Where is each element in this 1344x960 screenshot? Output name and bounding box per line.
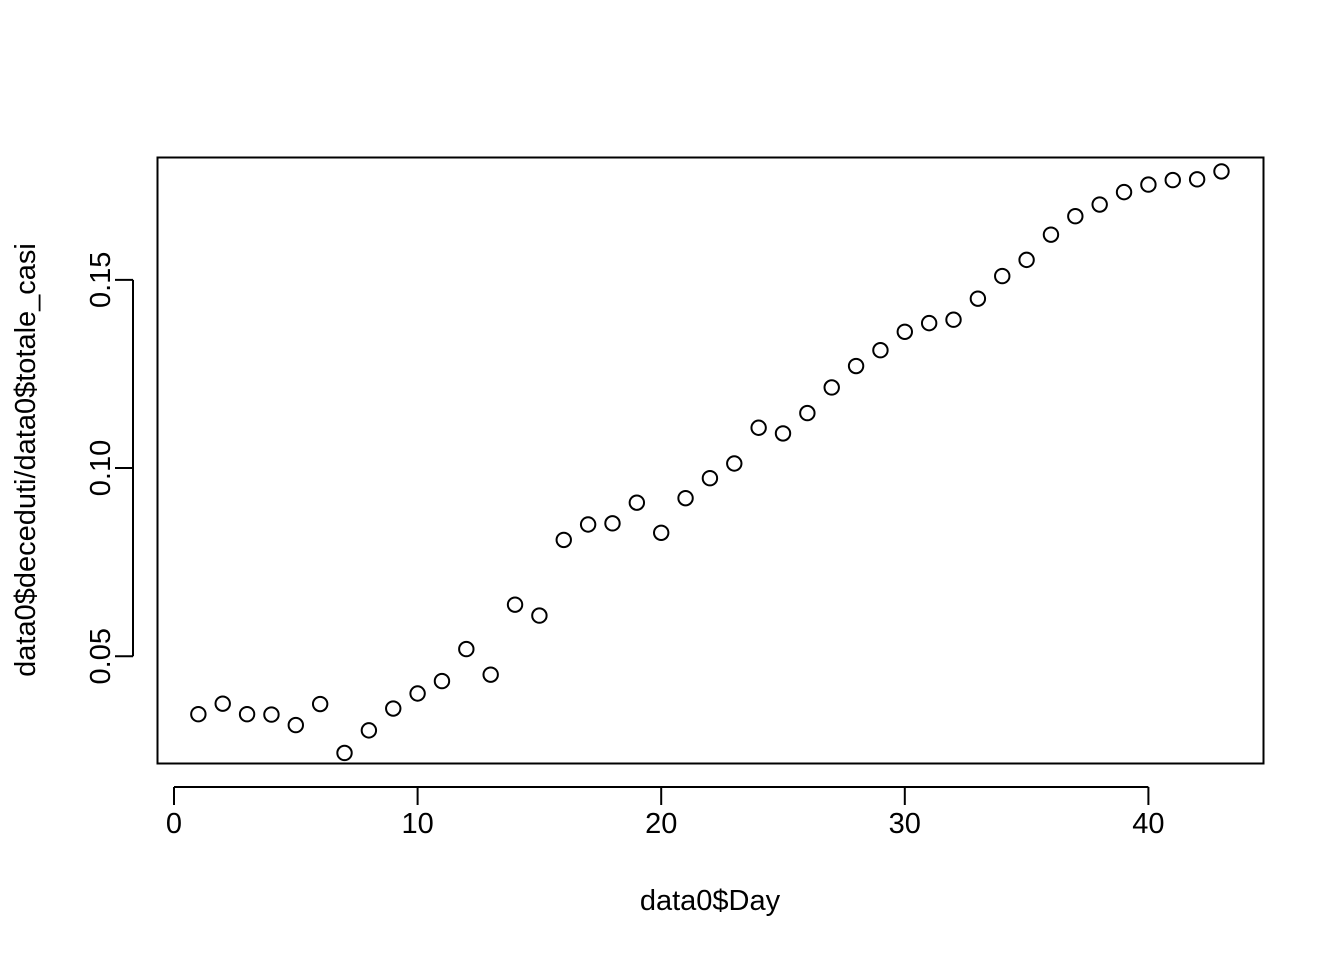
data-point: [1091, 196, 1108, 213]
data-point: [774, 425, 792, 442]
y-tick-label: 0.10: [85, 440, 117, 496]
y-axis: 0.05 0.10 0.15: [85, 252, 134, 684]
plot-frame: [156, 156, 1265, 765]
x-tick-label: 20: [645, 808, 677, 840]
data-point: [506, 596, 524, 613]
data-point: [1042, 226, 1060, 243]
data-point: [653, 524, 670, 541]
data-point: [872, 342, 889, 359]
data-point: [238, 705, 256, 723]
data-point: [336, 744, 353, 762]
data-points: [190, 163, 1230, 762]
data-point: [1018, 251, 1035, 269]
data-point: [555, 531, 572, 549]
data-point: [750, 419, 767, 436]
data-point: [823, 379, 840, 396]
data-point: [311, 695, 329, 713]
y-tick-label: 0.15: [85, 252, 117, 308]
x-axis: 0 10 20 30 40: [166, 786, 1165, 840]
data-point: [1213, 163, 1230, 180]
x-tick-label: 10: [401, 808, 433, 840]
x-tick-label: 40: [1132, 808, 1164, 840]
data-point: [385, 700, 402, 717]
data-point: [531, 607, 548, 624]
x-tick-label: 0: [166, 808, 182, 840]
data-point: [263, 706, 280, 723]
data-point: [1115, 183, 1133, 201]
data-point: [287, 716, 304, 734]
data-point: [579, 516, 597, 533]
data-point: [190, 705, 207, 723]
data-point: [1067, 208, 1084, 225]
data-point: [628, 494, 646, 511]
data-point: [969, 290, 987, 307]
data-point: [458, 640, 475, 658]
data-point: [799, 404, 816, 422]
data-point: [847, 357, 865, 375]
data-point: [409, 685, 426, 702]
y-axis-label: data0$deceduti/data0$totale_casi: [10, 243, 42, 677]
data-point: [920, 314, 938, 332]
data-point: [701, 469, 719, 487]
y-tick-label: 0.05: [85, 628, 117, 684]
data-point: [896, 323, 913, 340]
x-axis-label: data0$Day: [640, 885, 781, 917]
data-point: [433, 672, 451, 690]
data-point: [677, 489, 694, 507]
data-point: [726, 455, 743, 472]
data-point: [1140, 176, 1157, 193]
data-point: [360, 722, 378, 739]
data-point: [1164, 171, 1181, 189]
x-tick-label: 30: [889, 808, 921, 840]
data-point: [994, 267, 1011, 285]
data-point: [214, 695, 231, 712]
data-point: [945, 311, 962, 328]
data-point: [604, 515, 621, 532]
data-point: [482, 666, 499, 683]
data-point: [1188, 171, 1206, 188]
